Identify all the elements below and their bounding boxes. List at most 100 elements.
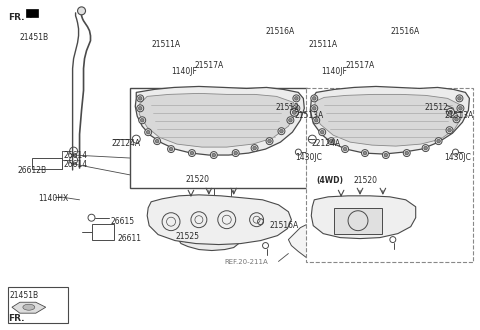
Circle shape xyxy=(169,147,173,151)
Bar xyxy=(130,88,307,188)
Circle shape xyxy=(280,129,283,133)
Polygon shape xyxy=(314,94,462,146)
Circle shape xyxy=(268,139,271,143)
Circle shape xyxy=(266,138,273,145)
Text: 1140JF: 1140JF xyxy=(171,67,197,76)
Text: 26614: 26614 xyxy=(64,151,88,160)
Circle shape xyxy=(232,149,239,156)
Circle shape xyxy=(446,108,455,116)
Circle shape xyxy=(312,107,316,110)
Circle shape xyxy=(361,149,369,156)
Circle shape xyxy=(292,110,296,114)
Text: 21520: 21520 xyxy=(353,176,377,185)
Circle shape xyxy=(154,138,161,145)
Circle shape xyxy=(457,105,464,112)
Text: 1140JF: 1140JF xyxy=(321,67,347,76)
Text: 21516A: 21516A xyxy=(265,27,295,36)
Polygon shape xyxy=(310,86,469,154)
Circle shape xyxy=(329,139,333,143)
Circle shape xyxy=(459,107,462,110)
Circle shape xyxy=(290,108,299,116)
Bar xyxy=(32,158,61,169)
Circle shape xyxy=(311,95,318,102)
Circle shape xyxy=(137,105,144,112)
Circle shape xyxy=(168,146,175,152)
Circle shape xyxy=(453,116,460,123)
Circle shape xyxy=(288,118,292,122)
Polygon shape xyxy=(147,195,291,245)
Circle shape xyxy=(251,145,258,151)
Circle shape xyxy=(456,95,463,102)
Text: FR.: FR. xyxy=(8,314,24,323)
Text: 21513A: 21513A xyxy=(444,111,474,120)
Circle shape xyxy=(295,107,298,110)
Text: 21512: 21512 xyxy=(276,103,300,112)
Text: 26612B: 26612B xyxy=(18,166,47,175)
Text: 21516A: 21516A xyxy=(269,221,299,230)
Text: 22124A: 22124A xyxy=(111,139,141,148)
Text: 21451B: 21451B xyxy=(10,291,39,300)
Circle shape xyxy=(342,146,348,152)
Text: 1430JC: 1430JC xyxy=(295,153,322,162)
Circle shape xyxy=(146,130,150,134)
Text: 26611: 26611 xyxy=(117,234,141,243)
Polygon shape xyxy=(177,224,240,250)
Circle shape xyxy=(457,97,461,100)
Bar xyxy=(93,224,114,240)
Bar xyxy=(334,208,382,234)
Text: 1140HX: 1140HX xyxy=(38,194,68,203)
Circle shape xyxy=(319,129,326,136)
Bar xyxy=(306,88,473,262)
Polygon shape xyxy=(288,222,344,259)
Circle shape xyxy=(424,146,427,150)
Circle shape xyxy=(212,153,216,157)
Circle shape xyxy=(405,151,408,155)
Text: (4WD): (4WD) xyxy=(316,176,343,185)
Circle shape xyxy=(295,97,298,100)
Circle shape xyxy=(437,139,440,143)
Circle shape xyxy=(321,130,324,134)
Text: 22124A: 22124A xyxy=(311,139,340,148)
Text: 26614: 26614 xyxy=(64,160,88,169)
Text: 21513A: 21513A xyxy=(294,111,324,120)
Circle shape xyxy=(363,151,367,155)
Circle shape xyxy=(312,97,316,100)
Text: 26615: 26615 xyxy=(110,217,134,226)
Circle shape xyxy=(139,117,146,124)
Circle shape xyxy=(253,146,256,150)
Circle shape xyxy=(278,128,285,135)
Text: 21520: 21520 xyxy=(186,175,210,184)
Circle shape xyxy=(78,7,85,15)
Circle shape xyxy=(293,95,300,102)
Circle shape xyxy=(455,117,458,121)
Text: FR.: FR. xyxy=(8,13,24,22)
Text: 21451B: 21451B xyxy=(20,33,49,42)
Text: REF.20-211A: REF.20-211A xyxy=(225,259,268,265)
Circle shape xyxy=(314,118,318,122)
Circle shape xyxy=(138,107,142,110)
Polygon shape xyxy=(135,86,304,155)
Circle shape xyxy=(141,118,144,122)
Bar xyxy=(8,287,68,323)
Circle shape xyxy=(287,117,294,124)
Circle shape xyxy=(144,129,152,136)
Circle shape xyxy=(190,151,194,155)
Text: 21511A: 21511A xyxy=(308,40,337,49)
Circle shape xyxy=(313,117,320,124)
Polygon shape xyxy=(12,302,46,313)
Polygon shape xyxy=(139,93,296,147)
Circle shape xyxy=(422,145,429,151)
Circle shape xyxy=(138,97,142,100)
Text: 21512: 21512 xyxy=(425,103,448,112)
Ellipse shape xyxy=(23,304,35,310)
Circle shape xyxy=(234,151,238,155)
Polygon shape xyxy=(26,9,38,17)
Text: 21516A: 21516A xyxy=(391,27,420,36)
Circle shape xyxy=(343,147,347,151)
Circle shape xyxy=(293,105,300,112)
Circle shape xyxy=(189,149,195,156)
Circle shape xyxy=(210,151,217,158)
Circle shape xyxy=(403,149,410,156)
Circle shape xyxy=(311,105,318,112)
Circle shape xyxy=(446,127,453,134)
